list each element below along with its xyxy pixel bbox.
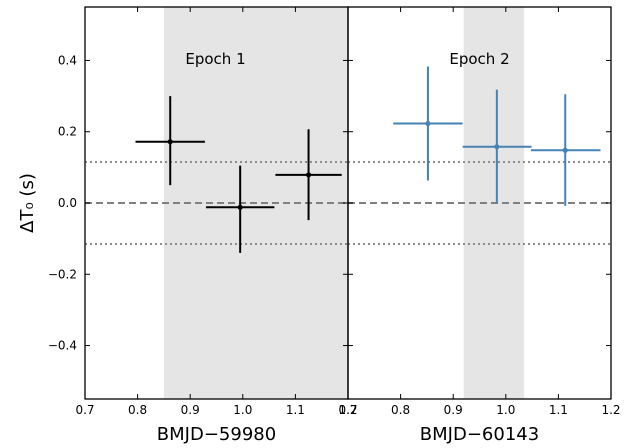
data-point-2 (462, 89, 532, 203)
y-tick-label: −0.4 (48, 339, 77, 353)
point-marker (237, 204, 243, 210)
x-tick-label: 0.7 (75, 403, 94, 417)
x-tick-label: 1.1 (549, 403, 568, 417)
x-tick-label: 1.0 (496, 403, 515, 417)
y-tick-label: 0.2 (58, 125, 77, 139)
x-tick-label: 0.8 (128, 403, 147, 417)
point-marker (494, 144, 500, 150)
point-marker (167, 139, 173, 145)
y-axis-label: ΔT₀ (s) (17, 173, 38, 233)
x-tick-label: 0.7 (338, 403, 357, 417)
data-point-3 (275, 129, 342, 221)
panel-1: 0.7 0.8 0.9 1.0 1.1 1.2 Epoch 1 BMJD−59980 (75, 6, 358, 445)
x-tick-label: 1.2 (601, 403, 620, 417)
data-point-3 (531, 94, 601, 206)
point-marker (305, 172, 312, 178)
y-tick-label: 0.0 (58, 196, 77, 210)
data-point-2 (205, 165, 275, 253)
point-marker (425, 120, 431, 127)
x-tick-label: 0.9 (444, 403, 463, 417)
x-axis-label: BMJD−59980 (157, 424, 276, 445)
x-tick-label: 1.0 (233, 403, 252, 417)
point-marker (562, 147, 568, 153)
y-tick-label: 0.4 (58, 53, 77, 67)
x-tick-label: 0.8 (391, 403, 410, 417)
epoch-label: Epoch 1 (185, 50, 245, 68)
y-tick-label: −0.2 (48, 267, 77, 281)
x-tick-label: 0.9 (181, 403, 200, 417)
data-point-1 (135, 96, 205, 186)
x-tick-label: 1.1 (286, 403, 305, 417)
panel-2: 0.7 0.8 0.9 1.0 1.1 1.2 Epoch 2 BMJD−60143 (338, 6, 621, 445)
x-tick-label: 1.2 (338, 403, 357, 417)
x-axis-label: BMJD−60143 (420, 424, 539, 445)
data-point-1 (393, 66, 463, 181)
epoch-label: Epoch 2 (449, 50, 509, 68)
